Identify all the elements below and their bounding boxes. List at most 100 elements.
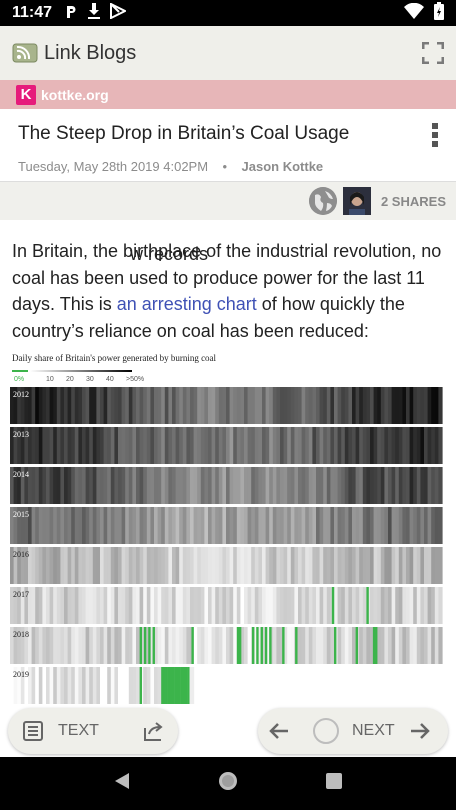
- heatmap-cell: [190, 507, 195, 544]
- heatmap-cell: [24, 507, 29, 544]
- heatmap-cell: [146, 387, 151, 424]
- heatmap-cell: [13, 667, 18, 704]
- heatmap-cell: [377, 387, 382, 424]
- article-author[interactable]: Jason Kottke: [241, 159, 324, 174]
- share-count[interactable]: 2 SHARES: [380, 193, 446, 209]
- heatmap-cell: [204, 387, 209, 424]
- text-button[interactable]: TEXT: [58, 722, 99, 739]
- heatmap-cell: [157, 387, 162, 424]
- avatar[interactable]: [342, 187, 371, 215]
- heatmap-cell: [377, 587, 382, 624]
- heatmap-cell: [20, 667, 25, 704]
- heatmap-cell: [179, 587, 184, 624]
- heatmap-cell: [150, 507, 155, 544]
- heatmap-cell: [330, 507, 335, 544]
- heatmap-cell: [247, 427, 252, 464]
- heatmap-cell: [204, 507, 209, 544]
- heatmap-cell: [96, 667, 101, 704]
- heatmap-cell: [85, 587, 90, 624]
- zero-coal-day: [372, 627, 376, 664]
- heatmap-cell: [265, 587, 270, 624]
- heatmap-cell: [370, 427, 375, 464]
- heatmap-cell: [89, 427, 94, 464]
- heatmap-cell: [254, 507, 259, 544]
- heatmap-cell: [204, 587, 209, 624]
- heatmap-cell: [67, 667, 72, 704]
- heatmap-cell: [341, 387, 346, 424]
- heatmap-cell: [211, 587, 216, 624]
- recents-icon[interactable]: [325, 772, 343, 795]
- heatmap-cell: [406, 627, 411, 664]
- heatmap-cell: [305, 427, 310, 464]
- heatmap-cell: [31, 467, 36, 504]
- heatmap-cell: [132, 587, 137, 624]
- home-icon[interactable]: [217, 770, 239, 797]
- heatmap-cell: [294, 427, 299, 464]
- heatmap-cell: [125, 507, 130, 544]
- heatmap-cell: [434, 507, 439, 544]
- heatmap-cell: [366, 387, 371, 424]
- heatmap-cell: [409, 387, 414, 424]
- heatmap-cell: [323, 627, 328, 664]
- heatmap-cell: [341, 627, 346, 664]
- heatmap-cell: [211, 627, 216, 664]
- next-button[interactable]: NEXT: [352, 722, 395, 739]
- next-arrow-icon[interactable]: [409, 720, 431, 742]
- heatmap-cell: [319, 507, 324, 544]
- article-title[interactable]: The Steep Drop in Britain’s Coal Usage: [18, 123, 350, 144]
- year-label: 2016: [13, 550, 29, 559]
- heatmap-cell: [168, 507, 173, 544]
- heatmap-cell: [179, 627, 184, 664]
- heatmap-cell: [161, 467, 166, 504]
- heatmap-cell: [251, 507, 256, 544]
- heatmap-cell: [287, 627, 292, 664]
- heatmap-cell: [35, 387, 40, 424]
- heatmap-cell: [164, 587, 169, 624]
- heatmap-cell: [348, 547, 353, 584]
- heatmap-cell: [236, 587, 241, 624]
- arresting-chart-link[interactable]: an arresting chart: [116, 294, 257, 314]
- heatmap-cell: [71, 627, 76, 664]
- heatmap-cell: [438, 507, 443, 544]
- source-bar[interactable]: K kottke.org: [0, 80, 456, 109]
- back-icon[interactable]: [113, 772, 131, 795]
- heatmap-cell: [416, 627, 421, 664]
- heatmap-cell: [308, 507, 313, 544]
- text-view-icon[interactable]: [22, 720, 44, 742]
- heatmap-cell: [107, 507, 112, 544]
- heatmap-cell: [402, 547, 407, 584]
- heatmap-cell: [67, 627, 72, 664]
- globe-icon[interactable]: [308, 187, 337, 215]
- heatmap-cell: [290, 547, 295, 584]
- heatmap-cell: [280, 587, 285, 624]
- heatmap-cell: [424, 547, 429, 584]
- heatmap-cell: [298, 387, 303, 424]
- heatmap-cell: [42, 427, 47, 464]
- heatmap-cell: [388, 387, 393, 424]
- heatmap-cell: [179, 547, 184, 584]
- heatmap-cell: [100, 387, 105, 424]
- zero-coal-day: [143, 627, 147, 664]
- heatmap-cell: [157, 427, 162, 464]
- fullscreen-icon[interactable]: [421, 41, 445, 65]
- heatmap-cell: [208, 547, 213, 584]
- article-content: In Britain, the birthplace of the indust…: [0, 220, 456, 757]
- share-icon[interactable]: [142, 720, 164, 742]
- heatmap-cell: [146, 507, 151, 544]
- previous-arrow-icon[interactable]: [268, 720, 290, 742]
- heatmap-cell: [229, 467, 234, 504]
- heatmap-cell: [114, 627, 119, 664]
- heatmap-cell: [211, 547, 216, 584]
- heatmap-cell: [262, 427, 267, 464]
- heatmap-cell: [179, 387, 184, 424]
- heatmap-cell: [226, 507, 231, 544]
- heatmap-cell: [402, 427, 407, 464]
- heatmap-cell: [276, 467, 281, 504]
- heatmap-cell: [211, 427, 216, 464]
- zero-coal-day: [375, 627, 378, 664]
- heatmap-cell: [92, 667, 97, 704]
- more-options-icon[interactable]: [432, 123, 438, 147]
- heatmap-cell: [265, 427, 270, 464]
- heatmap-cell: [334, 547, 339, 584]
- heatmap-cell: [92, 547, 97, 584]
